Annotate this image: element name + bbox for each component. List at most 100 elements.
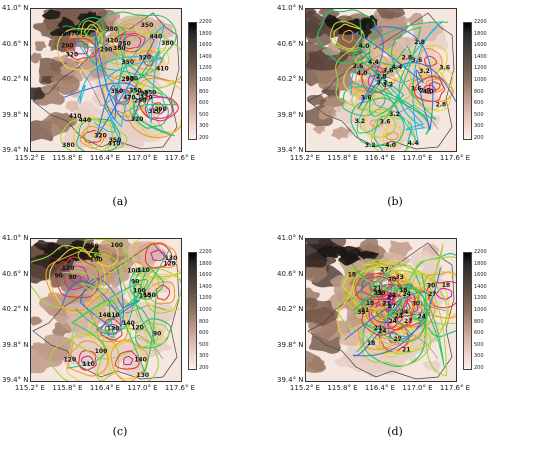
contour-label-group: 2903503203504104704404103803503202903503… <box>58 22 173 149</box>
longitude-label: 116.4° E <box>364 154 396 162</box>
contour-label: 3.2 <box>362 18 373 25</box>
colorbar-tick-label: 2200 <box>474 19 487 25</box>
latitude-label: 40.2° N <box>2 305 29 313</box>
panel-caption: (a) <box>112 195 128 208</box>
contour-label: 350 <box>129 88 142 95</box>
contour-label: 3.6 <box>411 86 422 93</box>
contour-label: 290 <box>122 76 135 83</box>
panel-caption: (c) <box>112 425 128 438</box>
latitude-label: 40.2° N <box>277 75 304 83</box>
contour-label: 140 <box>98 312 111 319</box>
contour-label: 3.2 <box>377 80 388 87</box>
contour-label: 120 <box>62 265 75 272</box>
latitude-label: 40.6° N <box>277 39 304 48</box>
colorbar-tick-label: 1400 <box>199 283 212 290</box>
contour-label: 24 <box>403 291 411 298</box>
contour-label: 2.8 <box>436 101 447 108</box>
colorbar-tick-label: 600 <box>474 330 484 337</box>
contour-label: 4.0 <box>385 142 396 149</box>
contour-lines <box>316 9 456 151</box>
longitude-label: 117.6° E <box>439 384 471 392</box>
latitude-label: 40.2° N <box>2 75 29 83</box>
contour-label: 2.8 <box>401 54 412 61</box>
contour-label: 90 <box>131 279 139 286</box>
contour-label: 120 <box>64 356 77 363</box>
contour-label: 30 <box>412 301 420 308</box>
contour-label: 380 <box>161 40 174 47</box>
terrain-map: 3.6 3.2 4.4 4.0 3.6 3.2 2.8 3.6 4.0 3.2 2.8 3.6 4.4 2… <box>305 8 457 152</box>
contour-label: 380 <box>58 31 71 38</box>
contour-label: 90 <box>68 274 76 281</box>
longitude-label: 115.8° E <box>327 384 358 392</box>
contour-label: 24 <box>400 309 408 316</box>
colorbar-tick-label: 1600 <box>199 42 212 49</box>
colorbar-tick-label: 300 <box>199 353 209 360</box>
contour-label: 110 <box>137 267 150 274</box>
contour-label: 24 <box>418 313 426 320</box>
contour-label: 3.6 <box>362 23 373 30</box>
contour-label: 21 <box>373 286 381 293</box>
contour-label: 440 <box>150 34 163 41</box>
contour-lines <box>31 239 181 381</box>
contour-label: 290 <box>134 97 147 104</box>
contour-label: 140 <box>134 356 147 363</box>
contour-label: 18 <box>442 282 450 289</box>
colorbar-tick-label: 300 <box>199 123 209 130</box>
contour-label: 140 <box>122 320 135 327</box>
latitude-label: 41.0° N <box>2 4 29 12</box>
contour-label: 33 <box>357 309 365 316</box>
latitude-label: 40.6° N <box>2 39 29 48</box>
contour-label: 410 <box>156 66 169 73</box>
contour-label: 3.2 <box>382 82 393 89</box>
contour-label: 27 <box>404 318 412 325</box>
colorbar-tick-label: 2200 <box>474 249 487 255</box>
contour-label: 470 <box>67 31 80 38</box>
longitude-label: 115.2° E <box>14 154 46 162</box>
map-panel: 3.6 3.2 4.4 4.0 3.6 3.2 2.8 3.6 4.0 3.2 2.8 3.6 4.4 2… <box>275 0 550 225</box>
contour-label: 320 <box>94 132 107 139</box>
elevation-colorbar <box>188 252 197 370</box>
contour-label: 3.6 <box>353 63 364 70</box>
longitude-label: 116.4° E <box>89 384 121 392</box>
contour-lines <box>56 11 181 151</box>
contour-label: 320 <box>131 116 144 123</box>
map-panel: 140 120 100 90 150 110 100 120 130 90 100 110 120 150… <box>0 230 275 455</box>
contour-lines <box>337 243 456 377</box>
colorbar-tick-label: 1600 <box>199 272 212 279</box>
colorbar-tick-label: 500 <box>199 111 209 118</box>
contour-label: 27 <box>428 291 436 298</box>
longitude-label: 116.4° E <box>89 154 121 162</box>
colorbar-tick-label: 500 <box>474 111 484 118</box>
contour-label: 3.6 <box>380 119 391 126</box>
contour-label: 21 <box>361 307 369 314</box>
contour-label: 350 <box>122 59 135 66</box>
contour-label: 350 <box>141 22 154 29</box>
colorbar-tick-label: 500 <box>474 341 484 348</box>
latitude-label: 40.6° N <box>277 269 304 278</box>
terrain-map: 18 21 24 27 18 21 24 30 27 21 33 24 18 27 30 21 24 33 27 18… <box>305 238 457 382</box>
contour-label: 320 <box>66 52 79 59</box>
latitude-label: 41.0° N <box>277 4 304 12</box>
colorbar-tick-label: 1400 <box>474 53 487 60</box>
colorbar-tick-label: 1800 <box>474 30 487 37</box>
longitude-label: 115.8° E <box>327 154 358 162</box>
contour-label: 130 <box>165 255 178 262</box>
colorbar-tick-label: 600 <box>474 100 484 107</box>
contour-label: 3.2 <box>365 142 376 149</box>
colorbar-tick-label: 800 <box>474 318 484 325</box>
contour-label: 90 <box>55 273 63 280</box>
contour-label: 290 <box>154 106 167 113</box>
longitude-label: 115.2° E <box>14 384 46 392</box>
contour-label: 18 <box>367 340 375 347</box>
colorbar-tick-label: 1200 <box>474 295 487 302</box>
contour-label: 380 <box>62 142 75 149</box>
colorbar-tick-label: 300 <box>474 123 484 130</box>
contour-label: 4.0 <box>357 70 368 77</box>
latitude-label: 39.8° N <box>277 340 304 349</box>
latitude-label: 39.4° N <box>277 146 304 154</box>
contour-label: 470 <box>123 95 136 102</box>
contour-label: 18 <box>366 300 374 307</box>
contour-label: 350 <box>111 88 124 95</box>
contour-label: 100 <box>95 348 108 355</box>
